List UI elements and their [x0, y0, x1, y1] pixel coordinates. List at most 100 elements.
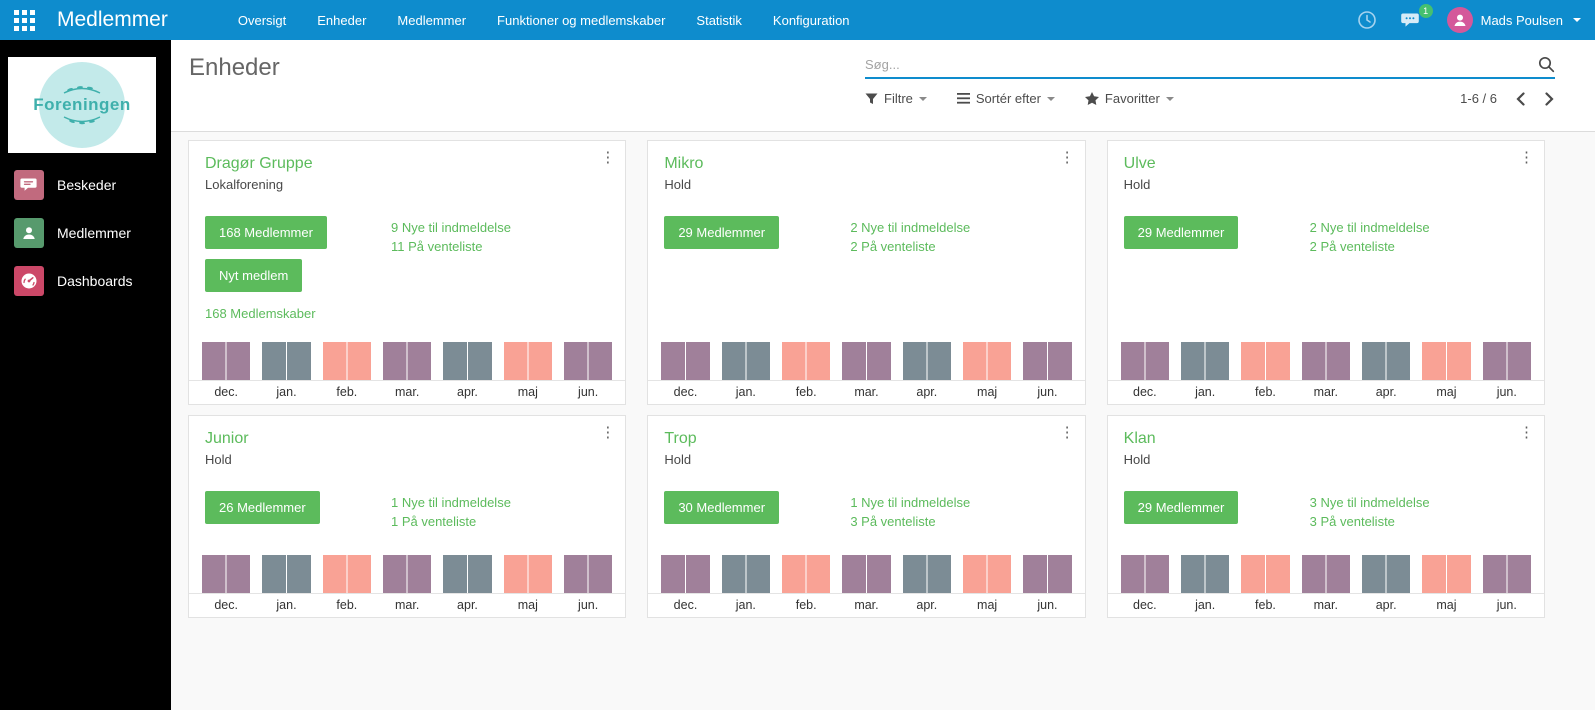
- gauge-icon: [14, 266, 44, 296]
- members-count-button[interactable]: 29 Medlemmer: [1123, 491, 1239, 524]
- month-label: jan.: [1195, 598, 1216, 612]
- stat-link[interactable]: 2 På venteliste: [850, 239, 936, 254]
- favoritter-dropdown-button[interactable]: Favoritter: [1084, 91, 1174, 106]
- stat-link[interactable]: 3 Nye til indmeldelse: [1309, 495, 1430, 510]
- members-count-button[interactable]: 26 Medlemmer: [205, 491, 320, 524]
- kebab-menu-icon[interactable]: ⋮: [1519, 149, 1534, 166]
- pager-previous-button[interactable]: [1515, 91, 1526, 106]
- stat-link[interactable]: 2 På venteliste: [1309, 239, 1395, 254]
- messages-icon[interactable]: 1: [1400, 4, 1433, 29]
- sidebar-item-beskeder[interactable]: Beskeder: [0, 165, 171, 205]
- topnav-item-konfiguration[interactable]: Konfiguration: [772, 12, 850, 28]
- stat-link[interactable]: 11 På venteliste: [390, 239, 483, 254]
- stat-link[interactable]: 1 Nye til indmeldelse: [390, 495, 511, 510]
- pager-range: 1-6 / 6: [1460, 91, 1497, 106]
- topnav-item-funktioner-og-medlemskaber[interactable]: Funktioner og medlemskaber: [497, 12, 666, 28]
- stat-link[interactable]: 1 Nye til indmeldelse: [850, 495, 971, 510]
- members-count-button[interactable]: 30 Medlemmer: [664, 491, 780, 524]
- stat-link[interactable]: 9 Nye til indmeldelse: [390, 220, 511, 235]
- activities-clock-icon[interactable]: [1357, 10, 1377, 30]
- bar-apr: [443, 555, 492, 593]
- topnav-item-statistik[interactable]: Statistik: [696, 12, 742, 28]
- members-per-month-chart: dec. jan. feb. mar. apr. maj jun.: [1107, 333, 1544, 404]
- bar-mar: [1301, 555, 1350, 593]
- stat-link[interactable]: 3 På venteliste: [1309, 514, 1395, 529]
- stat-link[interactable]: 2 Nye til indmeldelse: [1309, 220, 1430, 235]
- month-label: jun.: [578, 598, 599, 612]
- bar-mar: [842, 555, 891, 593]
- avatar: [1446, 7, 1473, 33]
- month-label: feb.: [1255, 385, 1276, 399]
- unit-type-label: Hold: [1123, 452, 1151, 467]
- stat-link[interactable]: 3 På venteliste: [850, 514, 936, 529]
- unit-type-label: Hold: [664, 452, 692, 467]
- members-per-month-chart: dec. jan. feb. mar. apr. maj jun.: [648, 333, 1085, 404]
- month-label: dec.: [1133, 385, 1157, 399]
- month-label: mar.: [1313, 598, 1338, 612]
- filtre-dropdown-button[interactable]: Filtre: [865, 91, 927, 106]
- kebab-menu-icon[interactable]: ⋮: [600, 424, 616, 441]
- bar-feb: [322, 555, 371, 593]
- kebab-menu-icon[interactable]: ⋮: [1059, 424, 1075, 441]
- month-label: dec.: [214, 598, 238, 612]
- sort-r-efter-dropdown-button[interactable]: Sortér efter: [956, 91, 1055, 106]
- topnav-item-enheder[interactable]: Enheder: [317, 12, 367, 28]
- bar-maj: [962, 342, 1012, 380]
- bar-mar: [382, 342, 432, 380]
- search-icon[interactable]: [1538, 56, 1555, 73]
- pager-next-button[interactable]: [1544, 91, 1555, 106]
- apps-grid-icon[interactable]: [14, 9, 35, 31]
- month-label: maj: [977, 385, 998, 399]
- logo-text: Foreningen: [33, 95, 131, 114]
- members-count-button[interactable]: 29 Medlemmer: [664, 216, 780, 249]
- chat-bubble-icon: [14, 170, 44, 200]
- app-title: Medlemmer: [57, 8, 168, 31]
- kebab-menu-icon[interactable]: ⋮: [1519, 424, 1534, 441]
- kebab-menu-icon[interactable]: ⋮: [1059, 149, 1075, 166]
- members-count-button[interactable]: 29 Medlemmer: [1123, 216, 1239, 249]
- laurel-bottom-decoration: [63, 116, 101, 125]
- bar-jun: [563, 342, 613, 380]
- month-label: apr.: [916, 598, 938, 612]
- unit-type-label: Hold: [664, 177, 692, 192]
- unit-card: ⋮ Junior Hold 26 Medlemmer 1 Nye til ind…: [188, 415, 627, 618]
- memberships-link[interactable]: 168 Medlemskaber: [205, 306, 316, 321]
- unit-title-link[interactable]: Junior: [205, 430, 249, 447]
- bar-feb: [781, 555, 831, 593]
- unit-title-link[interactable]: Klan: [1123, 430, 1156, 447]
- sidebar-item-label: Medlemmer: [57, 225, 131, 241]
- bar-feb: [781, 342, 831, 380]
- search-input[interactable]: [865, 57, 1538, 72]
- month-label: maj: [517, 385, 538, 399]
- unit-card: ⋮ Ulve Hold 29 Medlemmer 2 Nye til indme…: [1106, 140, 1545, 405]
- month-label: feb.: [336, 598, 358, 612]
- month-label: jan.: [276, 385, 297, 399]
- unit-title-link[interactable]: Dragør Gruppe: [205, 155, 313, 172]
- bar-jan: [721, 342, 770, 380]
- unit-title-link[interactable]: Trop: [664, 430, 697, 447]
- topnav-item-medlemmer[interactable]: Medlemmer: [397, 12, 467, 28]
- bar-jun: [1023, 342, 1072, 380]
- top-menu: Oversigt Enheder Medlemmer Funktioner og me…: [238, 13, 850, 28]
- unit-title-link[interactable]: Mikro: [664, 155, 704, 172]
- kebab-menu-icon[interactable]: ⋮: [600, 149, 616, 166]
- members-count-button[interactable]: 168 Medlemmer: [205, 216, 327, 249]
- stat-link[interactable]: 2 Nye til indmeldelse: [850, 220, 971, 235]
- month-label: mar.: [394, 385, 420, 399]
- bar-dec: [661, 342, 710, 380]
- user-menu[interactable]: Mads Poulsen: [1446, 7, 1581, 33]
- unit-stats: 2 Nye til indmeldelse 2 På venteliste: [850, 216, 1068, 259]
- topnav-item-oversigt[interactable]: Oversigt: [237, 12, 287, 28]
- month-label: mar.: [854, 385, 879, 399]
- stat-link[interactable]: 1 På venteliste: [390, 514, 477, 529]
- unit-title-link[interactable]: Ulve: [1123, 155, 1156, 172]
- sidebar-item-dashboards[interactable]: Dashboards: [0, 261, 171, 301]
- bar-jun: [1482, 342, 1531, 380]
- bar-jan: [721, 555, 770, 593]
- chevron-down-icon: [1046, 96, 1055, 101]
- bar-feb: [322, 342, 371, 380]
- month-label: jun.: [1496, 598, 1517, 612]
- sidebar-item-medlemmer[interactable]: Medlemmer: [0, 213, 171, 253]
- unit-type-label: Lokalforening: [205, 177, 284, 192]
- new-member-button[interactable]: Nyt medlem: [205, 259, 303, 292]
